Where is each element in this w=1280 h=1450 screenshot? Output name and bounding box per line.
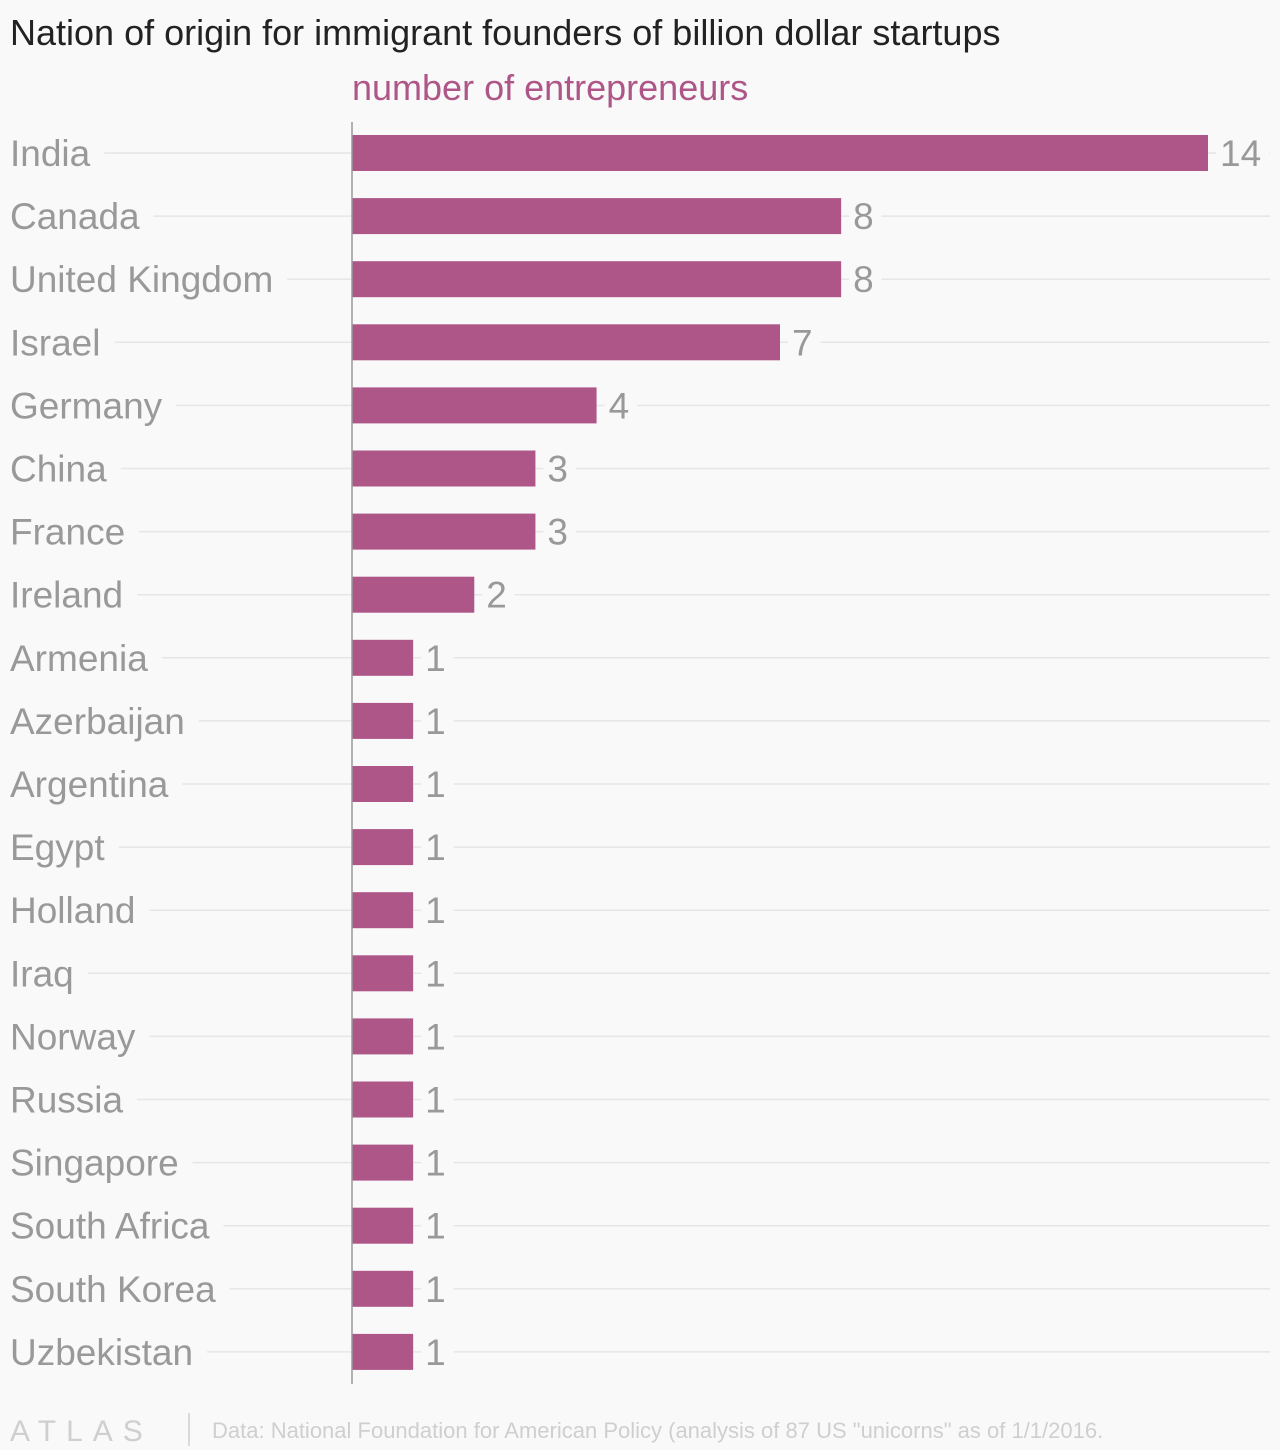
chart-title: Nation of origin for immigrant founders … — [10, 12, 1000, 53]
category-label: Germany — [10, 385, 163, 426]
bar — [352, 702, 414, 739]
value-label: 1 — [425, 827, 446, 868]
bar — [352, 576, 475, 613]
value-label: 3 — [547, 449, 568, 490]
value-label: 1 — [425, 1332, 446, 1373]
category-label: Israel — [10, 322, 100, 363]
value-label-background — [421, 716, 454, 725]
category-label: South Korea — [10, 1269, 216, 1310]
value-label-background — [849, 275, 882, 284]
category-label: Holland — [10, 890, 135, 931]
bar — [352, 387, 597, 424]
value-label: 8 — [853, 196, 874, 237]
bar — [352, 1333, 414, 1370]
value-label-background — [421, 780, 454, 788]
value-label-background — [421, 969, 454, 978]
value-label: 1 — [425, 1080, 446, 1121]
value-label: 1 — [425, 1269, 446, 1310]
value-label: 1 — [425, 1206, 446, 1247]
bar — [352, 766, 414, 802]
bar — [352, 1018, 414, 1055]
value-label-background — [421, 1032, 454, 1041]
chart-subtitle: number of entrepreneurs — [352, 67, 748, 108]
value-label-background — [788, 338, 821, 347]
value-label-background — [543, 527, 577, 536]
bar — [352, 955, 414, 992]
value-label: 1 — [425, 1143, 446, 1184]
bar — [352, 639, 414, 676]
value-label-background — [543, 464, 577, 473]
value-label-background — [421, 653, 454, 662]
category-label: Canada — [10, 196, 140, 237]
bar — [352, 261, 842, 298]
atlas-logo: ATLAS — [10, 1415, 153, 1448]
category-label: Norway — [10, 1016, 136, 1057]
bar — [352, 513, 536, 550]
category-label: Iraq — [10, 953, 74, 994]
value-label: 2 — [486, 575, 507, 616]
category-label: Singapore — [10, 1143, 179, 1184]
value-label-background — [421, 906, 454, 915]
category-label: Argentina — [10, 764, 169, 805]
bar — [352, 450, 536, 487]
bar — [352, 1207, 414, 1244]
value-label: 3 — [547, 512, 568, 553]
category-label: United Kingdom — [10, 259, 273, 300]
category-label: Armenia — [10, 638, 148, 679]
bar — [352, 324, 780, 361]
value-label-background — [849, 212, 882, 221]
value-label: 7 — [792, 322, 813, 363]
value-label: 1 — [425, 1016, 446, 1057]
value-label-background — [421, 843, 454, 852]
category-label: Azerbaijan — [10, 701, 185, 742]
category-label: Russia — [10, 1080, 124, 1121]
bar — [352, 135, 1208, 171]
category-label: South Africa — [10, 1206, 210, 1247]
value-label: 1 — [425, 701, 446, 742]
footer: ATLAS Data: National Foundation for Amer… — [10, 1413, 1103, 1448]
category-label: France — [10, 512, 125, 553]
value-label: 8 — [853, 259, 874, 300]
value-label-background — [421, 1284, 454, 1293]
value-label-background — [421, 1221, 454, 1230]
bar — [352, 1144, 414, 1181]
value-label-background — [421, 1347, 454, 1356]
value-label-background — [604, 401, 638, 410]
value-label: 1 — [425, 890, 446, 931]
value-label-background — [421, 1095, 454, 1104]
bar — [352, 829, 414, 866]
value-label: 4 — [609, 385, 630, 426]
category-label: India — [10, 133, 91, 174]
value-label: 1 — [425, 764, 446, 805]
value-label-background — [421, 1158, 454, 1167]
value-label-background — [482, 590, 515, 599]
category-label: Egypt — [10, 827, 105, 868]
bar — [352, 1081, 414, 1118]
category-label: Uzbekistan — [10, 1332, 193, 1373]
value-label: 1 — [425, 638, 446, 679]
value-label-background — [1216, 149, 1270, 157]
bar — [352, 892, 414, 929]
bars — [352, 135, 1208, 1370]
category-label: Ireland — [10, 575, 123, 616]
footer-source: Data: National Foundation for American P… — [212, 1418, 1103, 1443]
value-label: 14 — [1220, 133, 1261, 174]
value-label: 1 — [425, 953, 446, 994]
category-label: China — [10, 449, 107, 490]
bar — [352, 1270, 414, 1307]
bar — [352, 198, 842, 235]
